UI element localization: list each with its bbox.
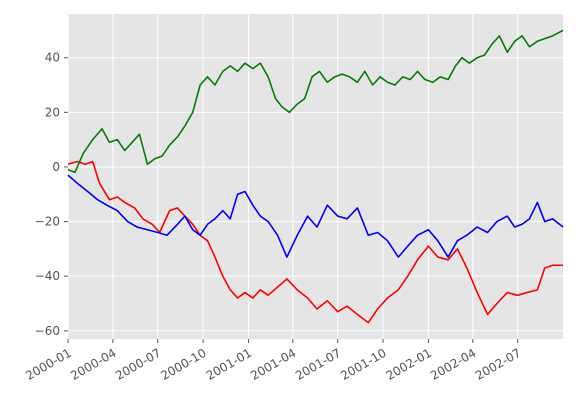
gridlines xyxy=(67,14,563,339)
x-tick-label: 2000-04 xyxy=(68,346,118,383)
x-tick-label: 2001-10 xyxy=(338,346,388,383)
x-tick-label: 2002-04 xyxy=(428,346,478,383)
x-tick-label: 2000-07 xyxy=(113,346,163,383)
x-tick-label: 2000-10 xyxy=(158,346,208,383)
x-tick-label: 2000-01 xyxy=(23,346,73,383)
series-line-2 xyxy=(67,174,564,258)
series-line-3 xyxy=(67,29,564,174)
y-tick-label: −60 xyxy=(35,324,60,338)
y-tick-label: −40 xyxy=(35,269,60,283)
x-axis: 2000-012000-042000-072000-102001-012001-… xyxy=(23,339,523,383)
y-tick-label: 20 xyxy=(45,105,60,119)
y-tick-label: 40 xyxy=(45,51,60,65)
y-tick-label: 0 xyxy=(52,160,60,174)
y-tick-label: −20 xyxy=(35,215,60,229)
x-tick-label: 2002-01 xyxy=(384,346,434,383)
x-tick-label: 2001-04 xyxy=(248,346,298,383)
y-axis: 40 20 0 −20 −40 −60 xyxy=(35,51,68,338)
x-tick-label: 2001-07 xyxy=(293,346,343,383)
series-line-1 xyxy=(67,160,563,324)
x-tick-label: 2002-07 xyxy=(473,346,523,383)
x-tick-label: 2001-01 xyxy=(204,346,254,383)
series-lines xyxy=(67,29,564,324)
plot-background xyxy=(68,14,563,339)
